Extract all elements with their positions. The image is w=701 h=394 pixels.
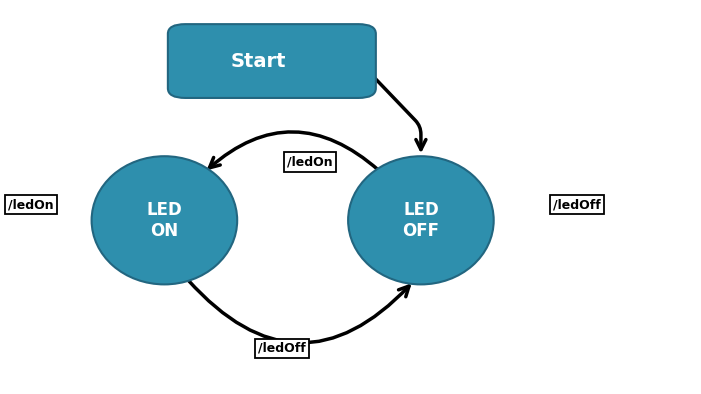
Text: Start: Start	[230, 52, 286, 71]
Text: /ledOff: /ledOff	[553, 198, 601, 211]
Text: /ledOn: /ledOn	[8, 198, 54, 211]
Text: /ledOff: /ledOff	[259, 342, 306, 355]
Text: /ledOn: /ledOn	[287, 156, 333, 169]
Ellipse shape	[92, 156, 237, 284]
FancyBboxPatch shape	[168, 24, 376, 98]
Text: LED
OFF: LED OFF	[402, 201, 440, 240]
Ellipse shape	[348, 156, 494, 284]
Text: LED
ON: LED ON	[147, 201, 182, 240]
